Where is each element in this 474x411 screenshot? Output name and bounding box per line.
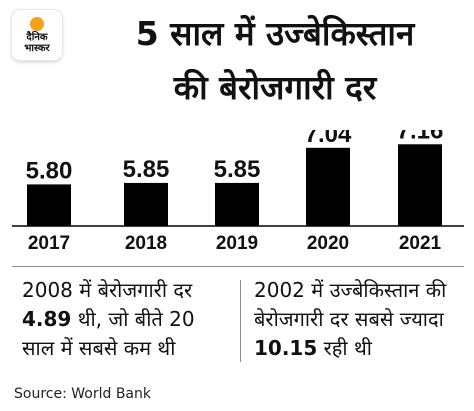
data-label-2020: 7.04 (305, 130, 352, 148)
brand-logo: दैनिक भास्कर (12, 10, 62, 60)
note-right: 2002 में उज्बेकिस्तान की बेरोजगारी दर सब… (254, 276, 464, 363)
note-left-value: 4.89 (22, 307, 72, 331)
title-line2: की बेरोजगारी दर (173, 68, 377, 107)
tick-label-2019: 2019 (216, 233, 258, 254)
title-line1: 5 साल में उज्बेकिस्तान (135, 14, 415, 53)
bar-2019 (215, 182, 259, 226)
tick-label-2021: 2021 (399, 233, 442, 254)
note-right-value: 10.15 (254, 336, 318, 360)
note-right-pre: 2002 में उज्बेकिस्तान की बेरोजगारी दर सब… (254, 278, 447, 331)
note-left: 2008 में बेरोजगारी दर 4.89 थी, जो बीते 2… (22, 276, 232, 363)
data-label-2021: 7.16 (397, 130, 444, 144)
divider-vertical (240, 280, 241, 362)
divider-horizontal (12, 266, 464, 267)
data-label-2017: 5.80 (26, 157, 73, 184)
tick-label-2020: 2020 (307, 233, 349, 254)
tick-label-2017: 2017 (28, 233, 70, 254)
tick-label-2018: 2018 (125, 233, 167, 254)
source-text: Source: World Bank (14, 386, 151, 402)
brand-line1: दैनिक (26, 31, 48, 43)
bar-2018 (124, 182, 168, 226)
bar-2017 (27, 184, 71, 226)
brand-line2: भास्कर (24, 42, 50, 54)
bar-chart: 5.80 2017 5.85 2018 5.85 2019 7.04 2020 7.16 2021 (12, 130, 464, 254)
note-right-post: रही थी (317, 336, 372, 360)
data-label-2019: 5.85 (214, 156, 261, 183)
note-left-pre: 2008 में बेरोजगारी दर (22, 278, 193, 302)
note-left-post: थी, जो बीते 20 साल में सबसे कम थी (22, 307, 195, 360)
bar-2020 (306, 147, 350, 226)
sun-icon (30, 16, 44, 31)
bar-2021 (398, 144, 442, 226)
data-label-2018: 5.85 (123, 156, 170, 183)
